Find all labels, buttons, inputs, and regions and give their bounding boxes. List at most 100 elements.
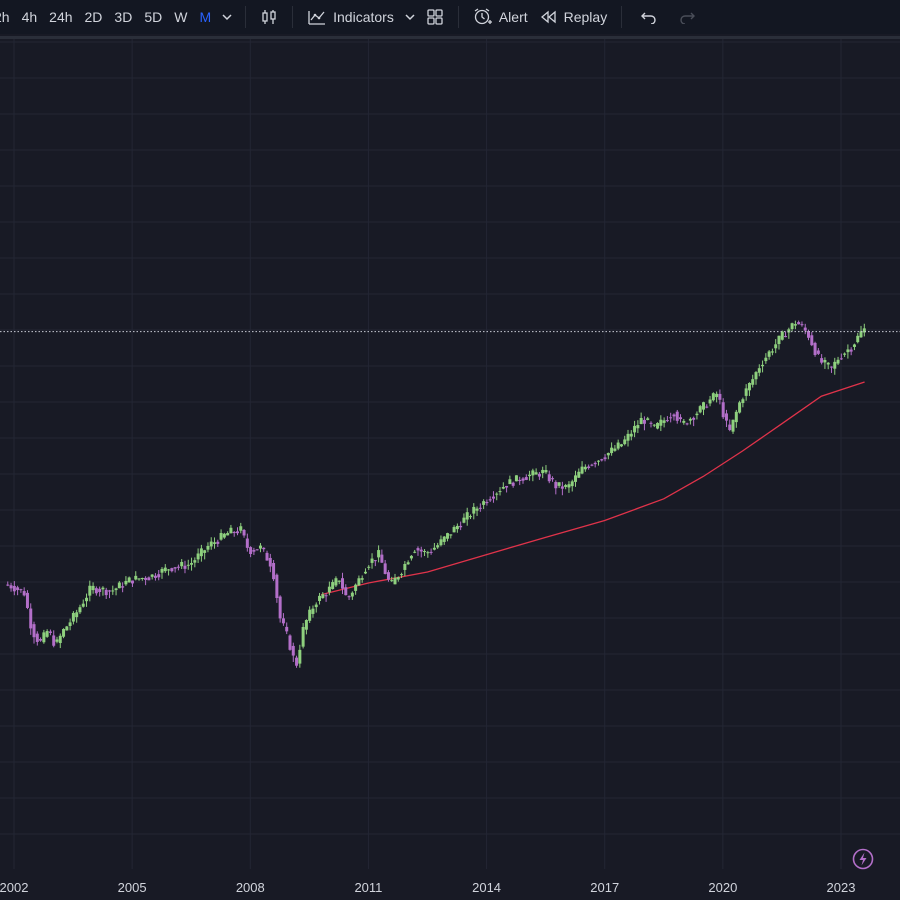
candle-body [19,589,23,591]
candle-body [321,594,325,599]
timeframe-dropdown-button[interactable] [217,0,237,34]
candle-body [462,517,466,523]
candle-body [656,422,660,429]
candle-body [698,406,702,413]
layout-button[interactable] [420,0,450,34]
candle-body [229,527,233,534]
replay-button[interactable]: Replay [534,0,614,34]
candle-body [239,526,243,531]
candle-body [295,657,299,666]
candle-body [692,417,696,420]
candle-body [117,582,121,589]
x-axis-label: 2020 [708,880,737,895]
x-axis-label: 2011 [354,880,382,895]
candle-body [859,331,863,338]
chart-grid [0,39,900,869]
candle-body [176,566,180,568]
candle-body [331,582,335,590]
candle-body [583,466,587,470]
candle-body [6,584,10,586]
candle-body [235,531,239,534]
candle-body [81,603,85,607]
candle-body [413,551,417,553]
candle-body [396,577,400,580]
candle-body [518,479,522,482]
timeframe-2h[interactable]: 2h [0,9,10,25]
candle-body [511,482,515,486]
candle-body [272,562,276,580]
candle-body [455,525,459,530]
candle-body [429,551,433,553]
candle-body [459,525,463,528]
candle-body [318,595,322,602]
candle-body [701,402,705,410]
candle-body [134,575,138,580]
timeframe-2d[interactable]: 2D [84,9,103,25]
candle-body [52,635,56,646]
candle-body [738,402,742,413]
candle-body [209,541,213,547]
candle-body [380,554,384,563]
candle-body [262,547,266,550]
separator [457,6,459,28]
candle-body [780,331,784,340]
candle-body [449,534,453,536]
chart-type-button[interactable] [254,0,284,34]
candle-body [790,323,794,330]
undo-button[interactable] [630,0,668,34]
indicators-icon [308,11,326,25]
candle-body [104,589,108,596]
timeframe-m[interactable]: M [199,9,212,25]
candle-body [642,419,646,424]
candle-body [797,322,801,325]
candle-body [400,574,404,576]
candle-body [774,344,778,349]
candle-body [784,335,788,338]
candle-body [475,508,479,511]
candle-body [308,609,312,621]
candle-body [718,393,722,400]
candle-body [416,548,420,551]
candle-body [419,549,423,552]
price-chart[interactable]: 2002 2005 2008 2011 2014 2017 2020 2023 [0,39,900,900]
timeframe-4h[interactable]: 4h [21,9,38,25]
toolbar-divider [0,36,900,39]
candle-body [619,444,623,447]
candle-body [679,417,683,420]
candle-body [29,608,33,629]
candle-body [800,324,804,326]
indicators-dropdown-button[interactable] [400,0,420,34]
candle-body [452,527,456,533]
candle-body [761,364,765,367]
candle-body [564,485,568,487]
candle-body [662,420,666,423]
indicators-button[interactable]: Indicators [301,0,400,34]
timeframe-w[interactable]: W [174,9,188,25]
candle-body [25,592,29,608]
candle-body [199,548,203,557]
redo-button[interactable] [668,0,706,34]
candle-body [787,329,791,333]
candle-body [367,566,371,568]
candle-body [167,569,171,571]
candle-body [58,635,62,644]
candle-body [75,612,79,618]
candle-body [636,425,640,429]
candle-body [213,542,217,544]
timeframe-3d[interactable]: 3D [114,9,133,25]
alert-button[interactable]: Alert [467,0,534,34]
candle-body [219,533,223,540]
timeframe-5d[interactable]: 5D [144,9,163,25]
candle-body [554,482,558,489]
candle-body [675,411,679,421]
candle-body [531,470,535,476]
lightning-icon[interactable] [852,848,874,870]
candle-body [826,362,830,365]
timeframe-24h[interactable]: 24h [49,9,73,25]
candle-body [327,586,331,593]
candle-body [551,478,555,480]
undo-icon [641,12,656,24]
candle-body [754,372,758,380]
candle-body [669,417,673,419]
candle-body [91,585,95,591]
